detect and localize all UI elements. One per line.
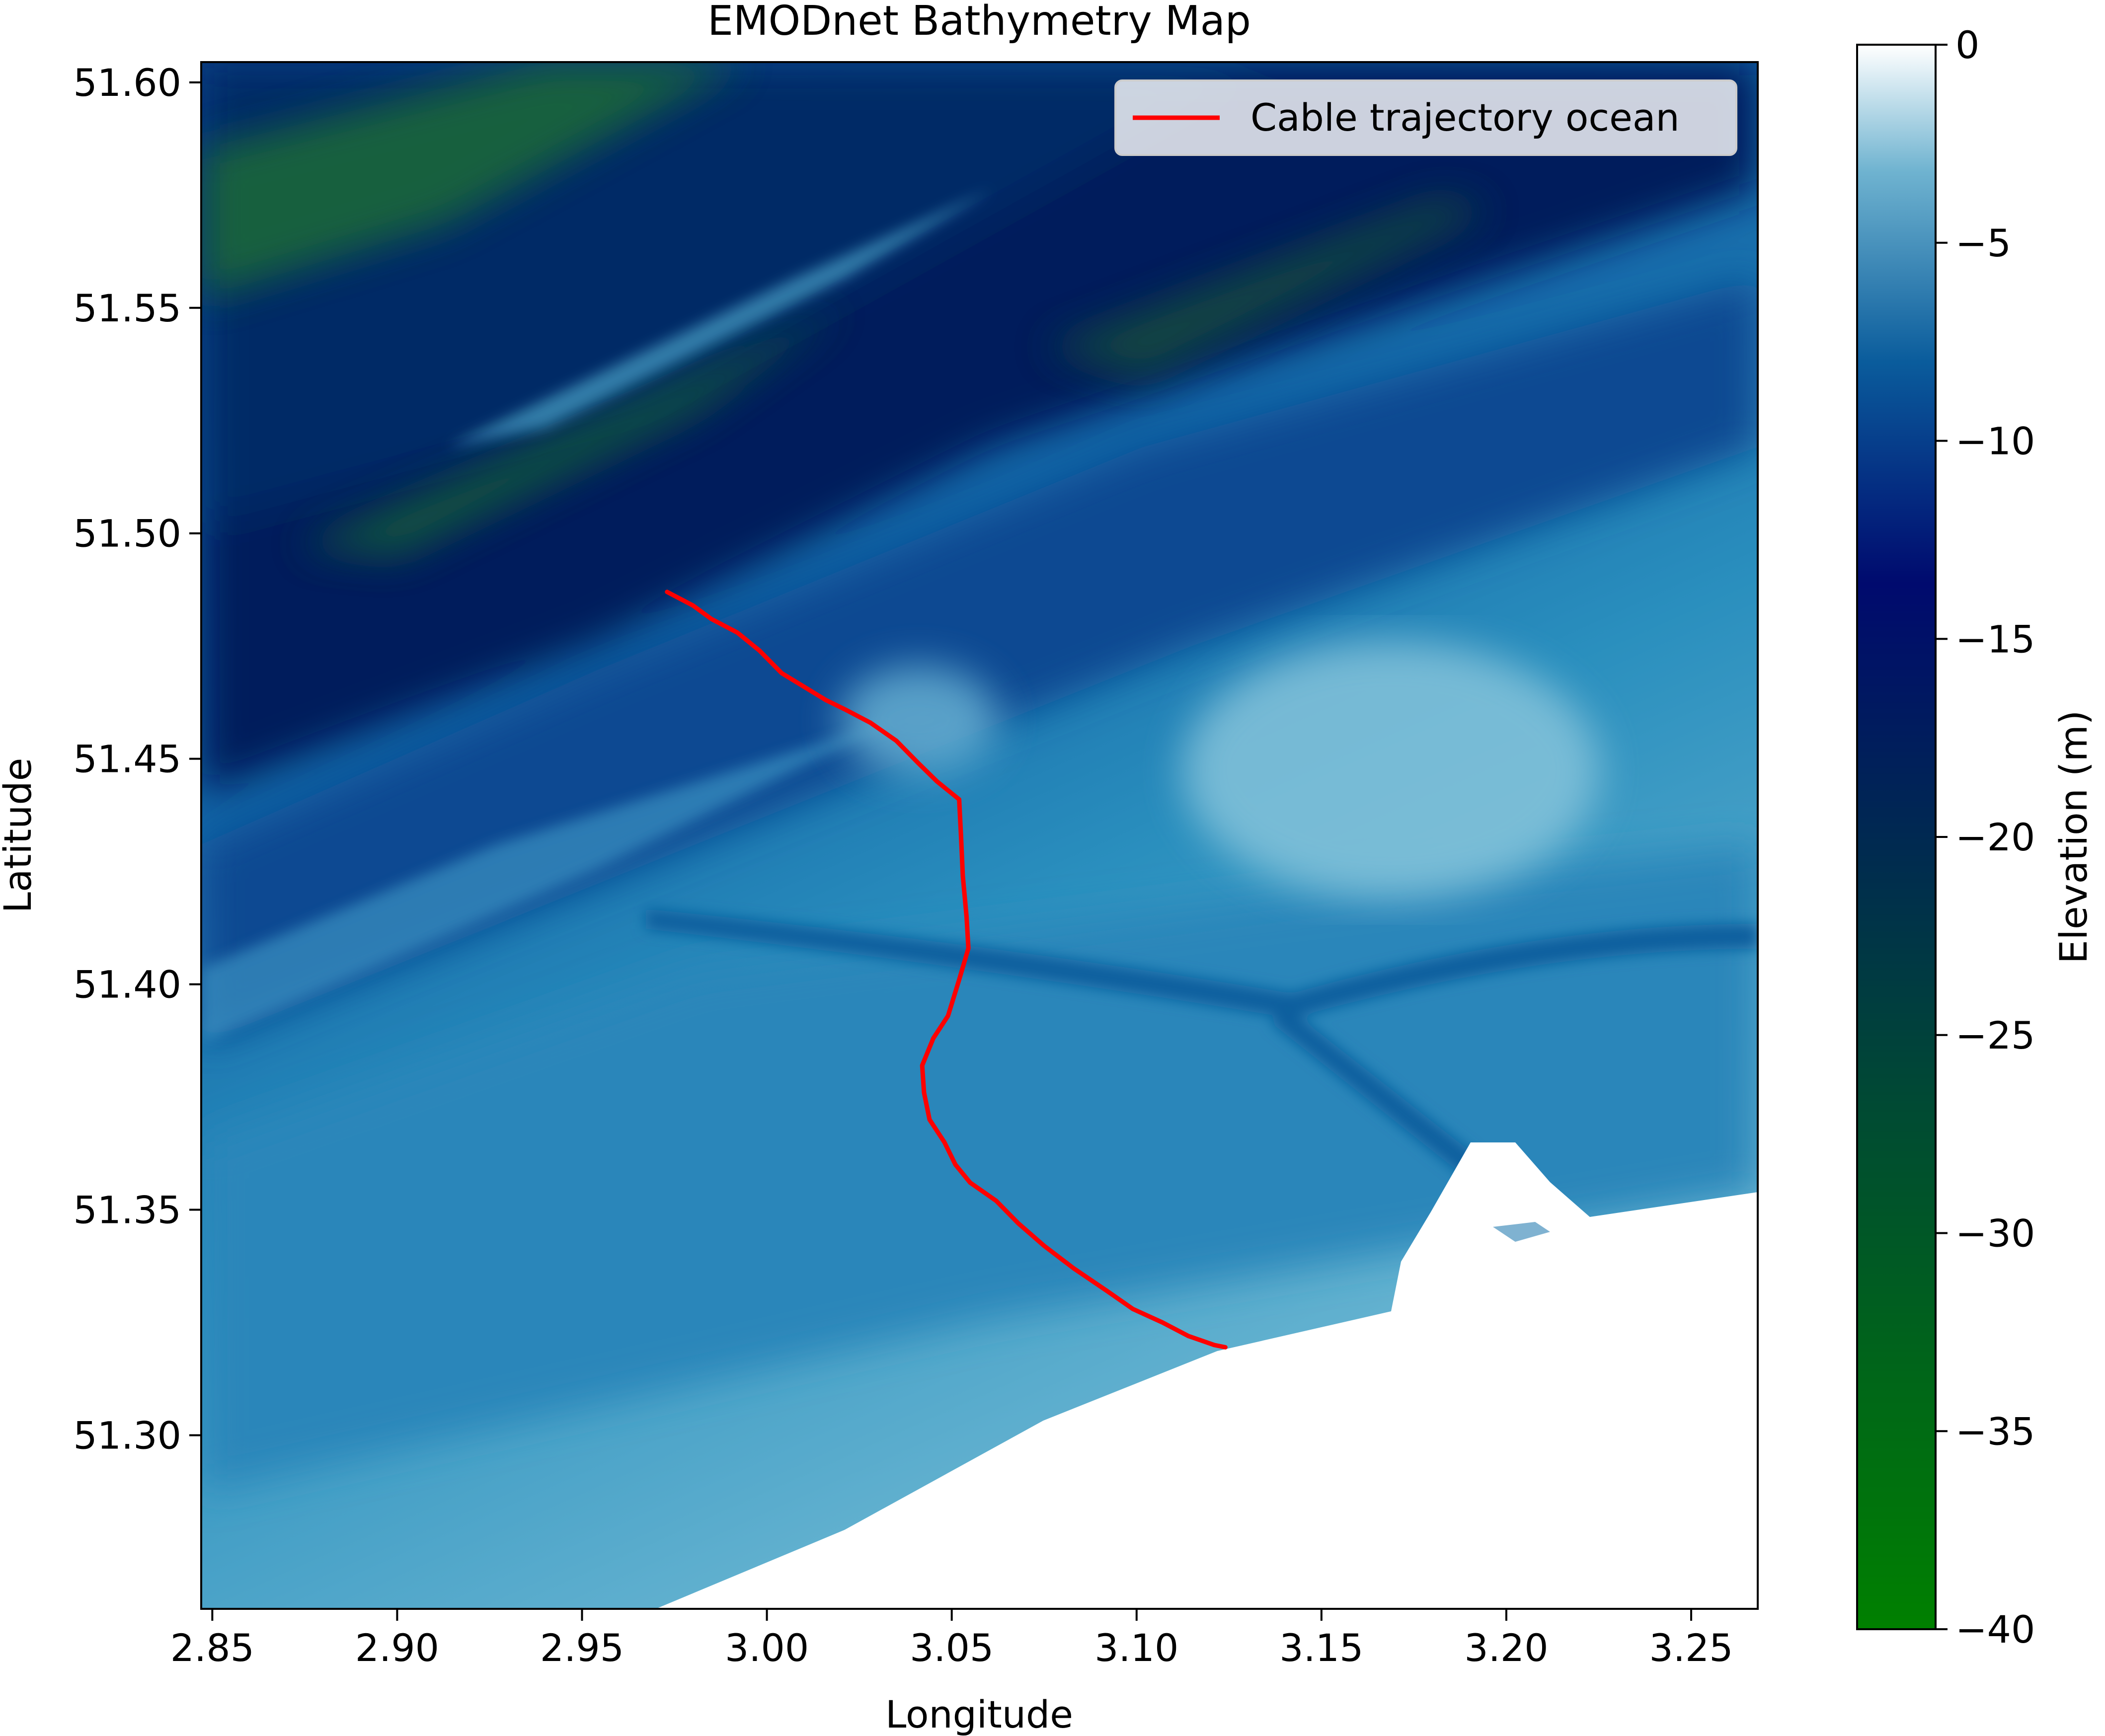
colorbar-gradient — [1856, 44, 1937, 1630]
cable-trajectory-line — [665, 590, 1228, 1350]
chart-title: EMODnet Bathymetry Map — [707, 0, 1251, 45]
y-axis: 51.30 51.35 51.40 51.45 51.50 51.55 51.60 — [73, 61, 201, 1457]
colorbar-tick-label: −15 — [1955, 617, 2035, 661]
y-tick-label: 51.55 — [73, 286, 181, 330]
colorbar-tick-label: −5 — [1955, 221, 2011, 265]
x-tick-label: 3.25 — [1649, 1626, 1733, 1670]
legend-label-cable: Cable trajectory ocean — [1250, 95, 1680, 140]
y-tick-label: 51.35 — [73, 1188, 181, 1232]
x-tick-label: 3.05 — [910, 1626, 994, 1670]
y-tick-label: 51.45 — [73, 737, 181, 781]
x-tick-label: 3.20 — [1464, 1626, 1548, 1670]
bathymetry-heatmap — [201, 62, 1758, 1609]
colorbar-tick-label: −20 — [1955, 815, 2035, 859]
x-axis-label: Longitude — [885, 1692, 1073, 1736]
colorbar-tick-label: −25 — [1955, 1013, 2035, 1057]
x-tick-label: 2.85 — [170, 1626, 254, 1670]
y-tick-label: 51.40 — [73, 963, 181, 1007]
legend: Cable trajectory ocean — [1114, 79, 1737, 156]
y-tick-label: 51.30 — [73, 1413, 181, 1457]
x-tick-label: 3.10 — [1094, 1626, 1178, 1670]
colorbar-tick-label: −30 — [1955, 1211, 2035, 1256]
x-tick-label: 3.15 — [1279, 1626, 1363, 1670]
colorbar-tick-label: −35 — [1955, 1409, 2035, 1453]
y-axis-label: Latitude — [0, 758, 40, 913]
colorbar-ticks: 0 −5 −10 −15 −20 −25 −30 −35 −40 — [1936, 23, 2035, 1652]
x-tick-label: 2.95 — [540, 1626, 624, 1670]
colorbar-tick-label: −10 — [1955, 419, 2035, 463]
x-tick-label: 3.00 — [725, 1626, 809, 1670]
plot-frame — [200, 61, 1759, 1610]
x-tick-label: 2.90 — [355, 1626, 439, 1670]
y-tick-label: 51.60 — [73, 61, 181, 105]
colorbar-tick-label: −40 — [1955, 1607, 2035, 1652]
x-axis: 2.85 2.90 2.95 3.00 3.05 3.10 3.15 3.20 3.25 — [170, 1609, 1733, 1670]
colorbar: 0 −5 −10 −15 −20 −25 −30 −35 −40 Elevation (m) — [1856, 23, 2096, 1652]
colorbar-label: Elevation (m) — [2051, 710, 2096, 964]
y-tick-label: 51.50 — [73, 512, 181, 556]
colorbar-tick-label: 0 — [1955, 23, 1979, 67]
